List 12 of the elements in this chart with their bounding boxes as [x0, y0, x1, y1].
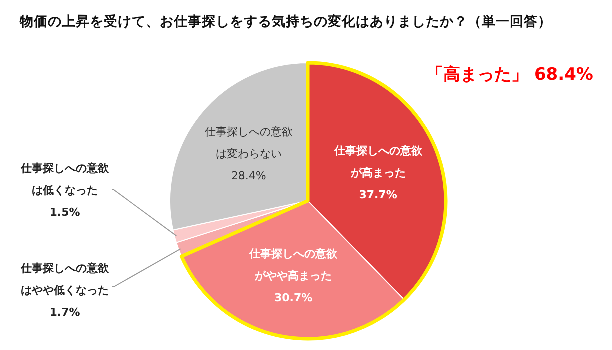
slice-label: 仕事探しへの意欲は低くなった [20, 162, 110, 197]
slice-label: 仕事探しへの意欲が高まった [333, 144, 424, 180]
data-label: 1.5% [50, 206, 80, 219]
slice-label: 仕事探しへの意欲はやや低くなった [20, 262, 110, 297]
data-label: 30.7% [274, 292, 313, 305]
text: 「高まった」 68.4% [426, 65, 594, 85]
slice-label: 仕事探しへの意欲は変わらない [204, 125, 293, 160]
data-label: 28.4% [231, 169, 266, 182]
data-label: 1.7% [50, 306, 80, 319]
slice-label: 仕事探しへの意欲がやや高まった [248, 248, 339, 283]
chart-title: 物価の上昇を受けて、お仕事探しをする気持ちの変化はありましたか？（単一回答） [19, 13, 552, 30]
data-label: 37.7% [359, 188, 398, 202]
